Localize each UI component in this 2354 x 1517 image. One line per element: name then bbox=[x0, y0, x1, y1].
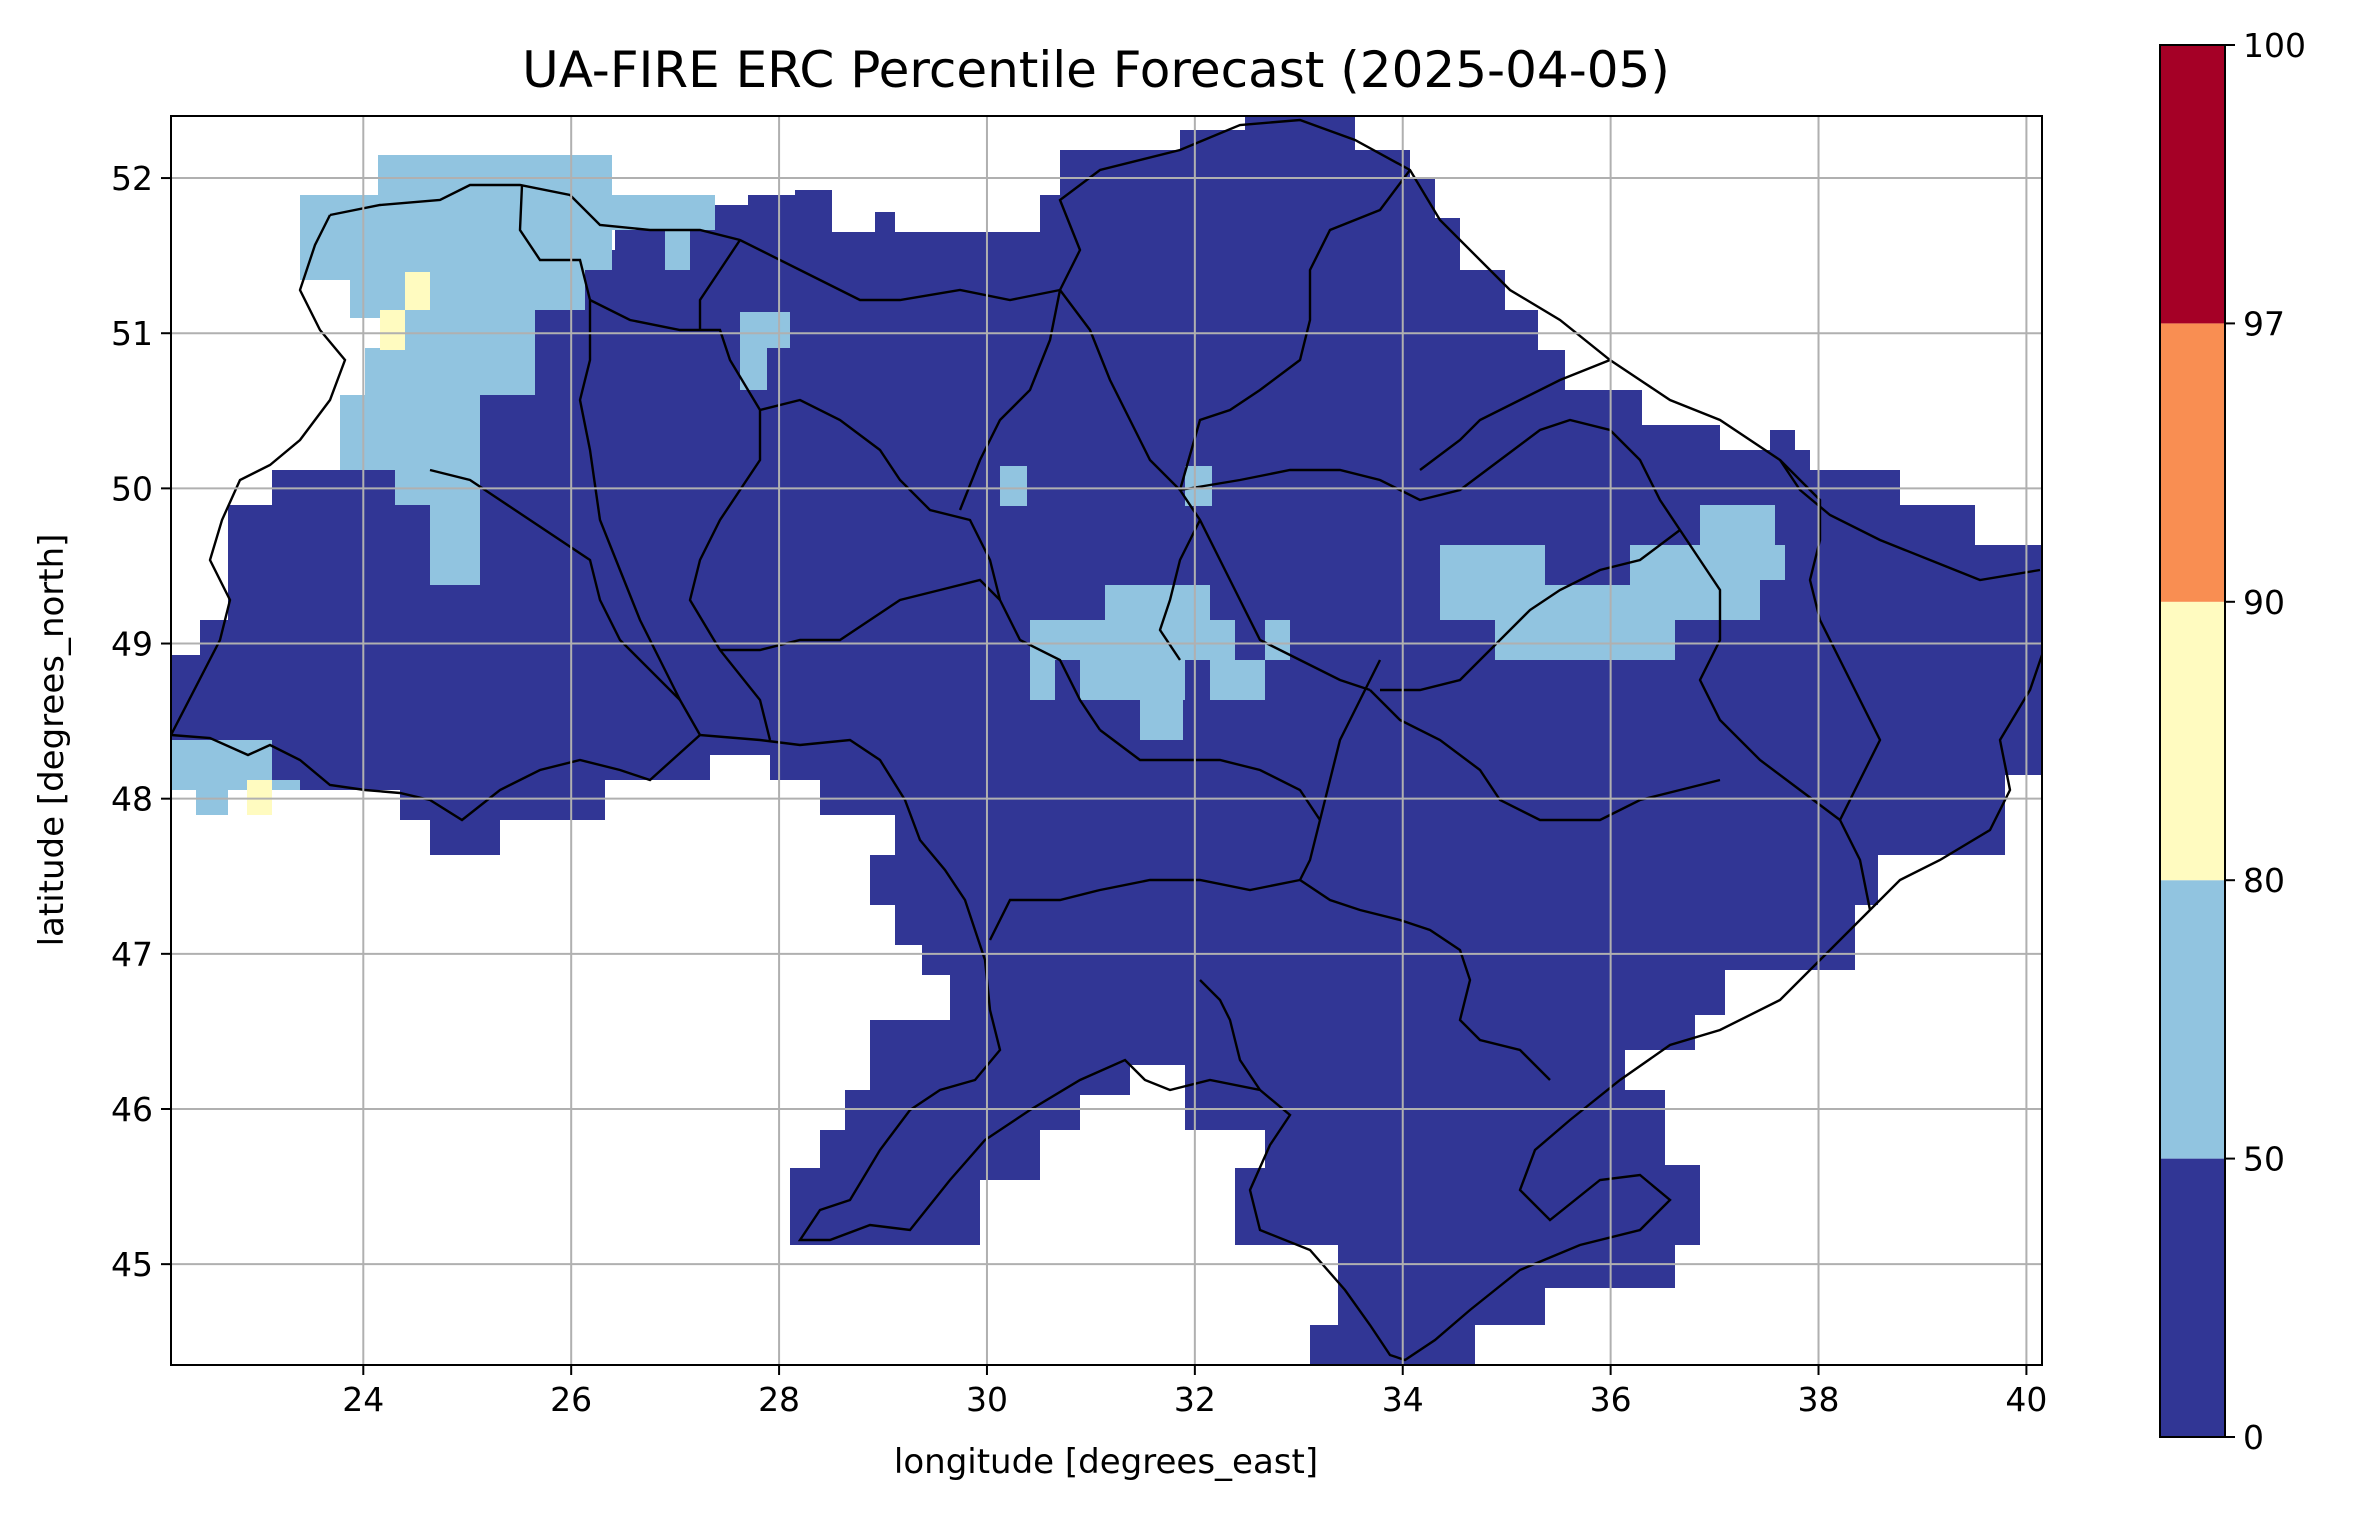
heatmap-cells-80-90 bbox=[247, 272, 430, 815]
colorbar-tick-label: 90 bbox=[2243, 583, 2285, 622]
colorbar-tick-label: 50 bbox=[2243, 1140, 2285, 1179]
x-tick-label: 38 bbox=[1798, 1380, 1840, 1419]
colorbar: 0 50 80 90 97 100 bbox=[2159, 26, 2306, 1457]
y-tick-label: 52 bbox=[111, 159, 153, 198]
region-borders bbox=[171, 118, 2042, 1362]
colorbar-tick-label: 97 bbox=[2243, 304, 2285, 343]
colorbar-segment bbox=[2160, 45, 2225, 324]
map-title: UA-FIRE ERC Percentile Forecast (2025-04… bbox=[522, 41, 1670, 99]
colorbar-segment bbox=[2160, 880, 2225, 1159]
colorbar-segment bbox=[2160, 601, 2225, 881]
x-tick-label: 30 bbox=[966, 1380, 1008, 1419]
x-tick-label: 34 bbox=[1382, 1380, 1424, 1419]
y-tick-label: 49 bbox=[111, 625, 153, 664]
y-tick-label: 46 bbox=[111, 1090, 153, 1129]
y-tick-label: 48 bbox=[111, 780, 153, 819]
map-plot-area: 24 26 28 30 32 34 36 38 40 45 46 47 48 49 50 51 52 bbox=[111, 115, 2047, 1419]
plot-frame bbox=[170, 115, 2043, 1366]
colorbar-tick-label: 80 bbox=[2243, 861, 2285, 900]
y-axis: 45 46 47 48 49 50 51 52 bbox=[111, 159, 171, 1284]
y-tick-label: 45 bbox=[111, 1245, 153, 1284]
colorbar-tick-label: 0 bbox=[2243, 1418, 2264, 1457]
x-tick-label: 26 bbox=[550, 1380, 592, 1419]
colorbar-frame bbox=[2159, 44, 2226, 1438]
x-tick-label: 28 bbox=[758, 1380, 800, 1419]
y-tick-label: 51 bbox=[111, 314, 153, 353]
colorbar-segment bbox=[2160, 1158, 2225, 1437]
x-tick-label: 40 bbox=[2005, 1380, 2047, 1419]
x-axis: 24 26 28 30 32 34 36 38 40 bbox=[342, 1365, 2047, 1419]
y-tick-label: 47 bbox=[111, 935, 153, 974]
x-tick-label: 36 bbox=[1590, 1380, 1632, 1419]
heatmap-cells-50-80 bbox=[171, 155, 1785, 815]
x-tick-label: 32 bbox=[1174, 1380, 1216, 1419]
x-axis-label: longitude [degrees_east] bbox=[894, 1442, 1318, 1482]
y-tick-label: 50 bbox=[111, 469, 153, 508]
heatmap-cells-0-50-interior bbox=[171, 505, 2042, 1365]
grid-lines bbox=[171, 116, 2042, 1365]
colorbar-tick-label: 100 bbox=[2243, 26, 2306, 65]
y-axis-label: latitude [degrees_north] bbox=[32, 534, 72, 947]
x-tick-label: 24 bbox=[342, 1380, 384, 1419]
colorbar-segment bbox=[2160, 323, 2225, 602]
